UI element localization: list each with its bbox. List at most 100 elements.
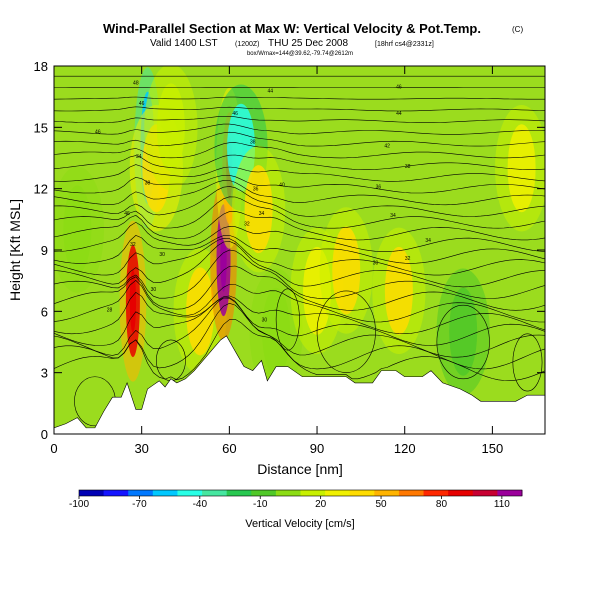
colorbar-swatch xyxy=(448,490,474,496)
colorbar-tick-label: -100 xyxy=(69,499,89,510)
colorbar-tick-label: -70 xyxy=(132,499,147,510)
contour-label: 34 xyxy=(425,238,431,244)
y-axis-label: Height [Kft MSL] xyxy=(7,199,23,301)
valid-time: Valid 1400 LST xyxy=(150,38,218,49)
colorbar-swatch xyxy=(325,490,351,496)
isentrope xyxy=(54,154,545,170)
closed-contour xyxy=(512,333,543,392)
contour-label: 36 xyxy=(253,187,259,193)
closed-contour xyxy=(316,290,376,373)
colorbar-swatch xyxy=(79,490,105,496)
contour-label: 42 xyxy=(384,144,390,150)
contour-label: 32 xyxy=(405,256,411,262)
velocity-cell xyxy=(372,227,426,355)
isentrope xyxy=(54,123,545,135)
contour-label: 46 xyxy=(396,84,402,90)
contour-label: 34 xyxy=(259,211,265,217)
colorbar-swatch xyxy=(398,490,425,496)
contour-label: 32 xyxy=(130,242,136,248)
contour-label: 44 xyxy=(396,111,402,117)
contour-label: 48 xyxy=(133,80,139,86)
contour-labels: 48 46 46 34 38 46 32 30 30 28 44 46 38 36 34 32 40 30 46 44… xyxy=(95,80,431,324)
terrain-mask xyxy=(54,335,545,434)
colorbar-tick-label: 110 xyxy=(494,499,510,510)
x-tick-label: 30 xyxy=(134,441,148,456)
y-tick-label: 9 xyxy=(41,243,48,258)
potential-temperature-contours xyxy=(54,75,545,427)
contour-label: 28 xyxy=(107,307,113,313)
chart-subtitle: box/Wmax=144@39.62,-79.74@2612m xyxy=(247,51,353,57)
colorbar-label: Vertical Velocity [cm/s] xyxy=(245,518,354,530)
chart-title: Wind-Parallel Section at Max W: Vertical… xyxy=(103,21,481,36)
y-tick-label: 6 xyxy=(41,304,48,319)
velocity-cell xyxy=(54,166,104,293)
colorbar-swatch xyxy=(497,490,523,496)
isentrope xyxy=(54,249,545,299)
colorbar-tick-label: -10 xyxy=(253,499,268,510)
valid-run: [18hrf cs4@2331z] xyxy=(375,41,434,48)
contour-label: 30 xyxy=(262,318,268,324)
velocity-cell xyxy=(231,145,286,273)
x-tick-label: 90 xyxy=(310,441,324,456)
colorbar-tick-label: 20 xyxy=(315,499,327,510)
isentrope xyxy=(54,297,545,358)
colorbar-swatch xyxy=(226,490,252,496)
contour-label: 38 xyxy=(405,164,411,170)
contour-label: 34 xyxy=(136,154,142,160)
isentrope xyxy=(54,297,545,346)
isentrope xyxy=(54,237,545,276)
isentrope xyxy=(54,164,545,182)
closed-contour xyxy=(436,304,490,380)
isentrope xyxy=(54,116,545,123)
contour-label: 34 xyxy=(390,213,396,219)
isentrope xyxy=(54,221,545,252)
isentrope xyxy=(54,302,545,370)
contour-label: 36 xyxy=(376,185,382,191)
contour-label: 46 xyxy=(232,111,238,117)
valid-date: THU 25 Dec 2008 xyxy=(268,38,348,49)
chart-header: Wind-Parallel Section at Max W: Vertical… xyxy=(103,21,523,57)
colorbar-swatch xyxy=(152,490,178,496)
y-tick-label: 3 xyxy=(41,366,48,381)
contour-label: 30 xyxy=(159,252,165,258)
isentrope xyxy=(54,279,545,323)
contour-label: 44 xyxy=(267,89,273,95)
isentrope xyxy=(54,235,545,264)
contour-label: 46 xyxy=(95,129,101,135)
contour-label: 38 xyxy=(145,181,151,187)
valid-utc: (1200Z) xyxy=(235,41,260,48)
plot-area: 48 46 46 34 38 46 32 30 30 28 44 46 38 36 34 32 40 30 46 44… xyxy=(54,66,545,434)
contour-label: 32 xyxy=(244,221,250,227)
colorbar-swatch xyxy=(177,490,203,496)
colorbar-tick-label: -40 xyxy=(193,499,208,510)
isentrope xyxy=(54,210,545,241)
y-tick-label: 15 xyxy=(34,120,48,135)
contour-label: 30 xyxy=(151,287,157,293)
x-tick-label: 150 xyxy=(482,441,504,456)
velocity-cell xyxy=(249,268,303,396)
contour-label: 46 xyxy=(139,101,145,107)
x-axis: 0 30 60 90 120 150 xyxy=(50,66,503,456)
velocity-cell xyxy=(495,104,545,232)
y-tick-label: 12 xyxy=(34,182,48,197)
x-tick-label: 0 xyxy=(50,441,57,456)
contour-label: 38 xyxy=(250,140,256,146)
isentrope xyxy=(54,142,545,159)
velocity-cell xyxy=(119,220,147,382)
colorbar-swatch xyxy=(349,490,375,496)
isentrope xyxy=(54,186,545,217)
velocity-cell xyxy=(319,207,373,334)
contour-label: 30 xyxy=(373,260,379,266)
x-tick-label: 120 xyxy=(394,441,416,456)
x-axis-label: Distance [nm] xyxy=(257,461,343,477)
velocity-cell xyxy=(144,66,198,191)
velocity-cell xyxy=(436,268,490,396)
contour-label: 46 xyxy=(124,211,130,217)
velocity-field xyxy=(54,66,545,396)
colorbar-tick-label: 80 xyxy=(436,499,448,510)
colorbar-swatch xyxy=(251,490,277,496)
colorbar-swatch xyxy=(374,490,400,496)
colorbar-swatch xyxy=(423,490,449,496)
colorbar-swatch xyxy=(128,490,154,496)
